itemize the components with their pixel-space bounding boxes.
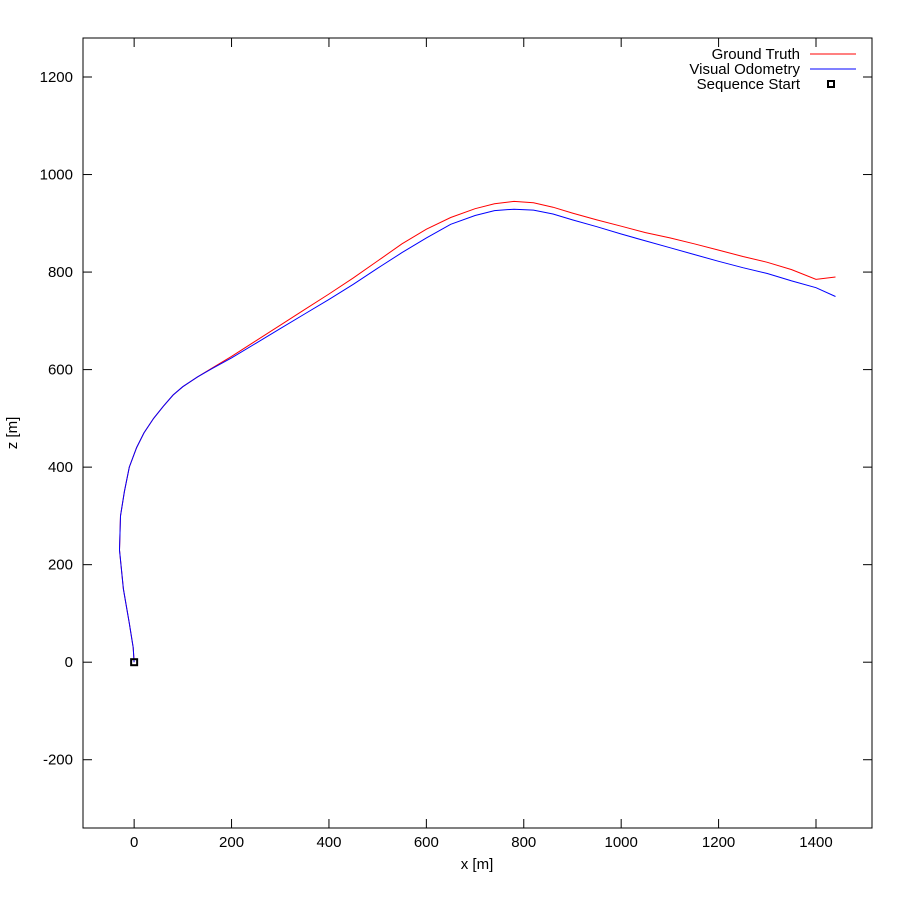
x-tick-label: 600	[414, 834, 439, 851]
x-tick-label: 800	[511, 834, 536, 851]
y-tick-label: 1000	[40, 167, 73, 184]
y-tick-label: 800	[48, 264, 73, 281]
legend-swatch-sequence-start	[827, 80, 835, 88]
x-tick-label: 400	[316, 834, 341, 851]
legend-label-visual-odometry: Visual Odometry	[689, 61, 800, 78]
y-tick-label: -200	[43, 752, 73, 769]
x-tick-label: 1200	[702, 834, 735, 851]
series-group	[118, 200, 836, 663]
x-tick-label: 1000	[604, 834, 637, 851]
ticks-group: 0 200 400 600 800 1000 1200 1400 -200 0 200 400 600 8…	[40, 38, 872, 851]
y-tick-label: 1200	[40, 69, 73, 86]
series-line-visual-odometry	[118, 208, 836, 663]
plot-frame	[82, 37, 873, 829]
markers-group	[130, 658, 139, 667]
legend-label-ground-truth: Ground Truth	[712, 46, 800, 63]
y-tick-label: 400	[48, 459, 73, 476]
sequence-start-marker	[130, 658, 139, 667]
y-tick-label: 600	[48, 362, 73, 379]
y-axis-label: z [m]	[4, 417, 21, 450]
x-tick-label: 1400	[799, 834, 832, 851]
x-axis-label: x [m]	[461, 856, 494, 873]
y-tick-label: 0	[65, 654, 73, 671]
y-tick-label: 200	[48, 557, 73, 574]
legend-label-sequence-start: Sequence Start	[697, 76, 801, 93]
x-tick-label: 0	[130, 834, 138, 851]
x-tick-label: 200	[219, 834, 244, 851]
